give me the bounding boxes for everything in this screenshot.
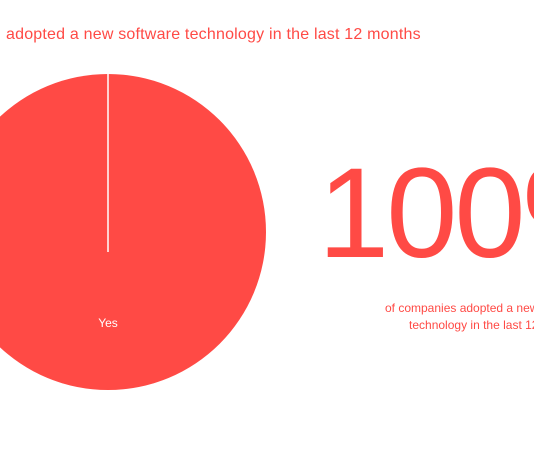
pie-slice-yes [0,74,266,390]
big-stat-value: 100% [318,142,534,285]
stat-caption: of companies adopted a new technology in… [385,300,534,334]
chart-title: adopted a new software technology in the… [6,26,421,43]
pie-group: Yes [0,74,266,390]
pie-label-yes: Yes [98,316,118,330]
stat-caption-line1: of companies adopted a new [385,301,534,315]
stat-caption-line2: technology in the last 12 [409,318,534,332]
